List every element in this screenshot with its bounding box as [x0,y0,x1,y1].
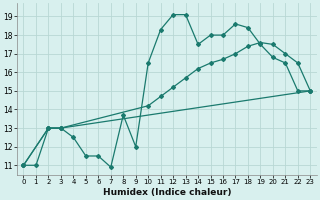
X-axis label: Humidex (Indice chaleur): Humidex (Indice chaleur) [103,188,231,197]
